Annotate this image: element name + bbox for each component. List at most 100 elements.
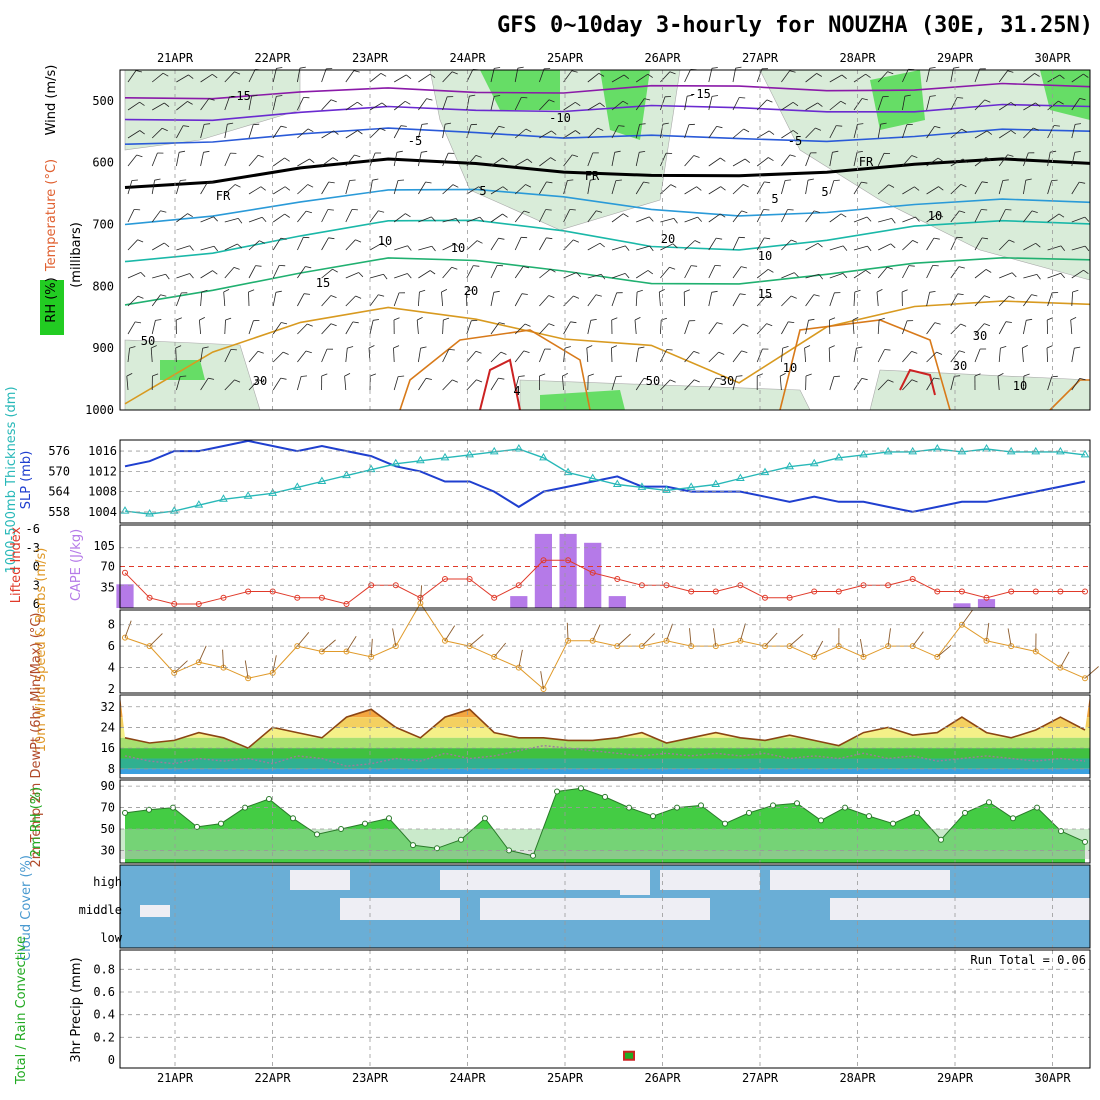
wind-barb	[902, 186, 915, 195]
wind-barb	[829, 245, 844, 251]
wind-barb-flag	[261, 216, 267, 222]
wind-barb	[781, 239, 792, 251]
wind-barb	[1047, 272, 1061, 279]
thickness-point	[588, 473, 598, 482]
wind-barb	[176, 245, 190, 251]
wind-barb-flag	[521, 293, 528, 295]
thickness-point	[268, 488, 278, 496]
wind-barb	[635, 124, 640, 139]
wind-barb	[539, 237, 547, 251]
y-tick: 900	[92, 341, 114, 355]
wind-barb-flag	[475, 155, 482, 158]
wind-barb	[297, 128, 309, 139]
wind-barb-flag	[259, 240, 265, 244]
wind-barb-flag	[833, 179, 840, 181]
wind-barb	[297, 158, 310, 167]
wind-barb	[151, 294, 161, 307]
wind-barb	[974, 130, 988, 139]
wind-barb-flag	[718, 351, 725, 355]
wind-barb	[418, 73, 431, 83]
wind-barb	[1023, 242, 1036, 251]
wind-barb-flag	[808, 318, 815, 321]
wind-barb	[684, 379, 695, 391]
wind-barb-flag	[865, 73, 871, 78]
wind-barb	[1047, 125, 1055, 139]
wind-barb-flag	[711, 290, 718, 293]
thickness-line	[124, 448, 1086, 515]
y-tick-thickness: 558	[48, 505, 70, 519]
wind-barb-flag	[841, 74, 847, 80]
thickness-point	[637, 482, 647, 490]
wind-barb	[466, 351, 477, 363]
wind-barb-flag	[741, 266, 747, 269]
wind-barb	[442, 218, 457, 223]
wind-barb	[1023, 294, 1032, 307]
slp-panel	[119, 439, 1091, 524]
y-label-precip: 3hr Precip (mm)	[69, 957, 84, 1062]
wind-barb-10m	[592, 624, 601, 641]
wind-barb	[805, 242, 819, 251]
rh-point	[770, 802, 776, 809]
wind-barb-flag	[815, 127, 822, 131]
wind-barb	[1071, 216, 1086, 223]
wind-barb	[684, 186, 697, 195]
wind-barb	[369, 320, 374, 335]
wind-barb-flag	[499, 322, 505, 325]
wind-barb-10m	[1007, 628, 1012, 647]
wind-barb-flag	[1079, 98, 1086, 101]
wind-barb-flag	[327, 209, 334, 211]
wind-barb	[974, 68, 981, 83]
wind-barb-flag	[876, 289, 883, 293]
wind-barb-flag	[431, 216, 436, 222]
wind-barb-flag	[233, 267, 240, 270]
thickness-point	[809, 458, 819, 467]
wind-barb	[200, 348, 204, 363]
wind-barb-flag	[716, 322, 723, 325]
isotherm--10	[124, 103, 1091, 122]
wind-barb	[587, 72, 600, 83]
cloud-gap	[770, 870, 850, 890]
wind-barb	[393, 292, 400, 307]
wind-barb-flag	[328, 181, 335, 184]
wind-barb	[1021, 347, 1024, 363]
wind-barb-flag	[380, 72, 387, 77]
wind-barb-flag	[347, 346, 354, 349]
wind-barb	[756, 323, 767, 335]
wind-barb-flag	[816, 73, 823, 77]
wind-barb	[902, 216, 916, 223]
wind-barb-flag	[865, 269, 871, 275]
temp-band	[120, 758, 1090, 769]
wind-barb-flag	[914, 186, 920, 191]
wind-barb	[877, 96, 884, 111]
wind-barb	[224, 243, 238, 251]
wind-barb-flag	[694, 240, 701, 244]
y-tick-slp: 1008	[88, 485, 117, 499]
wind-barb	[416, 319, 419, 335]
wind-barb	[200, 98, 210, 111]
thickness-point	[391, 458, 401, 467]
wind-barb-flag	[961, 128, 967, 133]
wind-barb	[732, 350, 742, 363]
thickness-point	[539, 452, 548, 461]
wind-barb-flag	[886, 266, 893, 270]
rh-point	[410, 842, 416, 849]
thickness-point	[465, 449, 474, 458]
y-label-temp: 2m Temp 2m DewPt (6hr Min/Max) (°C)	[29, 613, 44, 868]
wind-barb	[878, 243, 891, 251]
wind-barb-flag	[636, 289, 643, 293]
wind-barb-10m	[912, 631, 924, 647]
run-total: Run Total = 0.06	[970, 953, 1086, 967]
wind-barb-flag	[959, 210, 966, 213]
y-tick: 700	[92, 218, 114, 232]
wind-barb	[1071, 98, 1081, 111]
wind-barb-flag	[743, 184, 749, 188]
wind-barb	[708, 351, 719, 363]
date-label-top: 24APR	[449, 51, 486, 65]
wind-barb-flag	[693, 155, 700, 158]
wind-barb-flag	[720, 157, 726, 162]
wind-barb	[781, 70, 791, 83]
wind-barb	[345, 180, 350, 195]
rh-shading	[124, 69, 301, 151]
wind-barb-flag	[443, 317, 450, 321]
wind-barb	[514, 323, 526, 335]
